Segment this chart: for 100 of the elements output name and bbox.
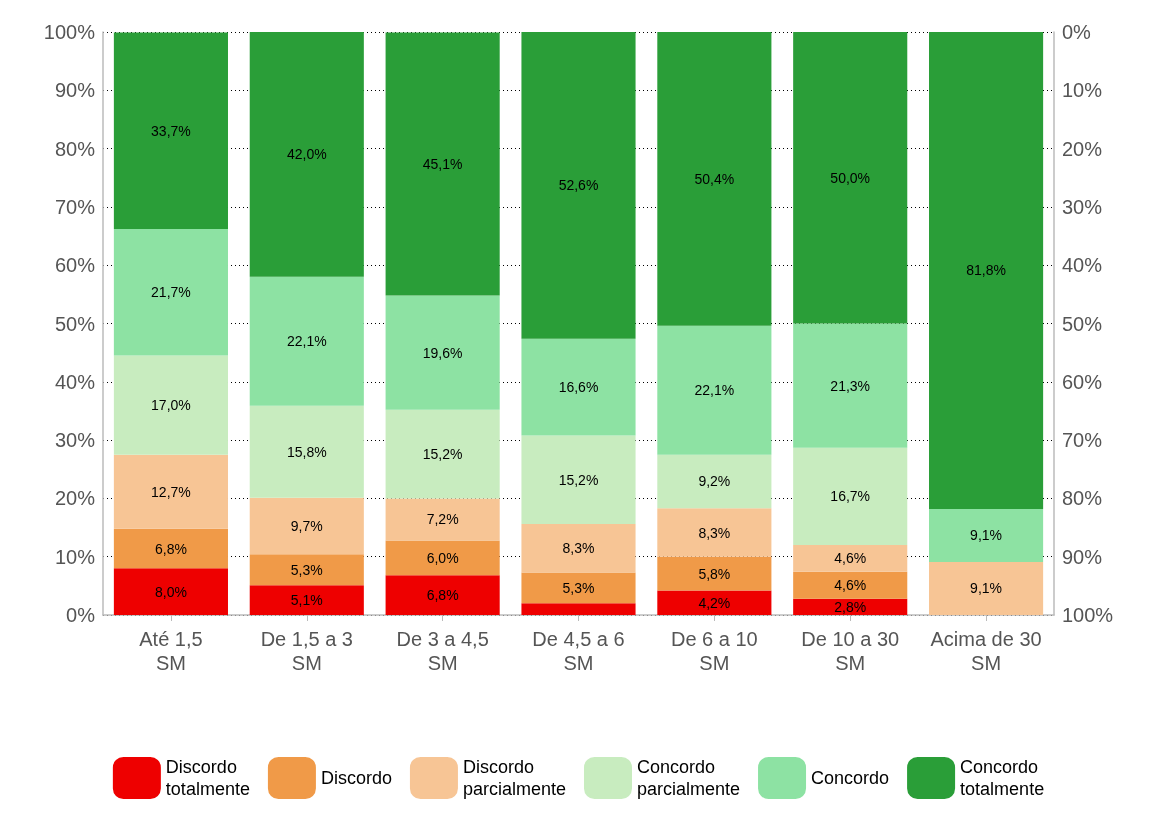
data-label: 7,2% [426, 511, 459, 528]
bar [113, 32, 228, 230]
bar [657, 325, 772, 455]
y-tick-label: 0% [66, 604, 96, 626]
y2-tick-label: 50% [1062, 312, 1103, 335]
data-label: 50,4% [694, 170, 735, 187]
x-tick-label: De 3 a 4,5 SM [396, 628, 489, 674]
data-label: 21,7% [151, 284, 191, 301]
x-tick-label: De 1,5 a 3 SM [260, 628, 353, 674]
bar [385, 32, 500, 296]
x-tick-label: De 4,5 a 6 SM [532, 628, 625, 674]
y2-tick-label: 70% [1062, 429, 1103, 452]
data-label: 9,2% [698, 473, 731, 490]
data-label: 8,3% [698, 524, 731, 541]
x-tick-label: De 6 a 10 SM [670, 628, 758, 674]
bar [793, 545, 908, 572]
bar [657, 556, 772, 591]
bar [249, 405, 364, 498]
data-label: 4,2% [698, 594, 731, 611]
data-label: 9,7% [290, 518, 323, 535]
data-label: 16,6% [558, 379, 599, 396]
legend-label: Concordo [811, 768, 890, 788]
data-label: 15,8% [286, 443, 327, 460]
y2-tick-label: 90% [1062, 545, 1103, 568]
data-label: 12,7% [151, 483, 191, 500]
y2-tick-label: 80% [1062, 487, 1103, 510]
y-tick-label: 70% [54, 195, 96, 218]
y-tick-label: 90% [54, 79, 96, 102]
y-tick-label: 20% [54, 487, 96, 510]
bar [385, 575, 500, 615]
bar [793, 323, 908, 448]
data-label: 15,2% [558, 471, 599, 488]
data-label: 33,7% [151, 122, 191, 139]
bar [385, 498, 500, 541]
data-label: 16,7% [830, 488, 871, 505]
bar [521, 572, 636, 604]
data-label: 45,1% [422, 156, 463, 173]
bar [793, 571, 908, 599]
data-label: 5,1% [290, 592, 323, 609]
y2-tick-label: 10% [1062, 79, 1103, 102]
data-label: 4,6% [834, 550, 867, 567]
bar [929, 32, 1044, 509]
x-tick-label: De 10 a 30 SM [801, 628, 900, 674]
bar [657, 508, 772, 557]
legend-label: Discordo totalmente [165, 757, 250, 799]
y2-tick-label: 60% [1062, 370, 1103, 393]
y2-tick-label: 0% [1062, 21, 1092, 43]
data-label: 4,6% [834, 577, 867, 594]
bar [929, 561, 1044, 615]
bar [113, 454, 228, 529]
y2-tick-label: 100% [1062, 604, 1114, 626]
y-tick-label: 10% [54, 545, 96, 568]
bar [113, 568, 228, 615]
bar [113, 528, 228, 569]
bar [521, 524, 636, 573]
y-tick-label: 40% [54, 370, 96, 393]
data-label: 9,1% [970, 527, 1003, 544]
bar [793, 32, 908, 324]
bar [521, 435, 636, 525]
bar [113, 229, 228, 356]
data-label: 17,0% [151, 397, 191, 414]
y-tick-label: 30% [54, 429, 96, 452]
data-label: 8,0% [154, 583, 187, 600]
bar [249, 276, 364, 406]
y2-tick-label: 30% [1062, 195, 1103, 218]
bar [249, 554, 364, 586]
data-label: 8,3% [562, 540, 595, 557]
data-label: 6,8% [154, 540, 187, 557]
data-label: 6,8% [426, 587, 459, 604]
bar [113, 355, 228, 455]
bar [793, 447, 908, 546]
bar [385, 409, 500, 499]
data-label: 42,0% [286, 146, 327, 163]
bar [249, 585, 364, 615]
y2-tick-label: 40% [1062, 254, 1103, 277]
data-label: 6,0% [426, 549, 459, 566]
bar [385, 540, 500, 576]
data-label: 5,3% [290, 561, 323, 578]
data-label: 50,0% [830, 169, 871, 186]
legend-label: Concordo parcialmente [636, 757, 741, 799]
bar [249, 32, 364, 277]
bar [521, 603, 636, 615]
data-label: 22,1% [286, 333, 327, 350]
data-label: 81,8% [966, 262, 1006, 279]
bar [385, 295, 500, 410]
y-tick-label: 60% [54, 254, 96, 277]
x-tick-label: Até 1,5 SM [139, 628, 203, 674]
data-label: 5,8% [698, 565, 731, 582]
y-tick-label: 80% [54, 137, 96, 160]
legend-label: Discordo [320, 768, 392, 788]
data-label: 22,1% [694, 382, 735, 399]
data-label: 5,3% [562, 579, 595, 596]
data-label: 2,8% [834, 598, 867, 615]
legend-label: Concordo totalmente [960, 757, 1045, 799]
y-tick-label: 100% [43, 21, 96, 43]
x-tick-label: Acima de 30 SM [930, 628, 1042, 674]
data-label: 21,3% [830, 377, 871, 394]
data-label: 52,6% [558, 177, 599, 194]
bar [521, 338, 636, 436]
y-tick-label: 50% [54, 312, 96, 335]
